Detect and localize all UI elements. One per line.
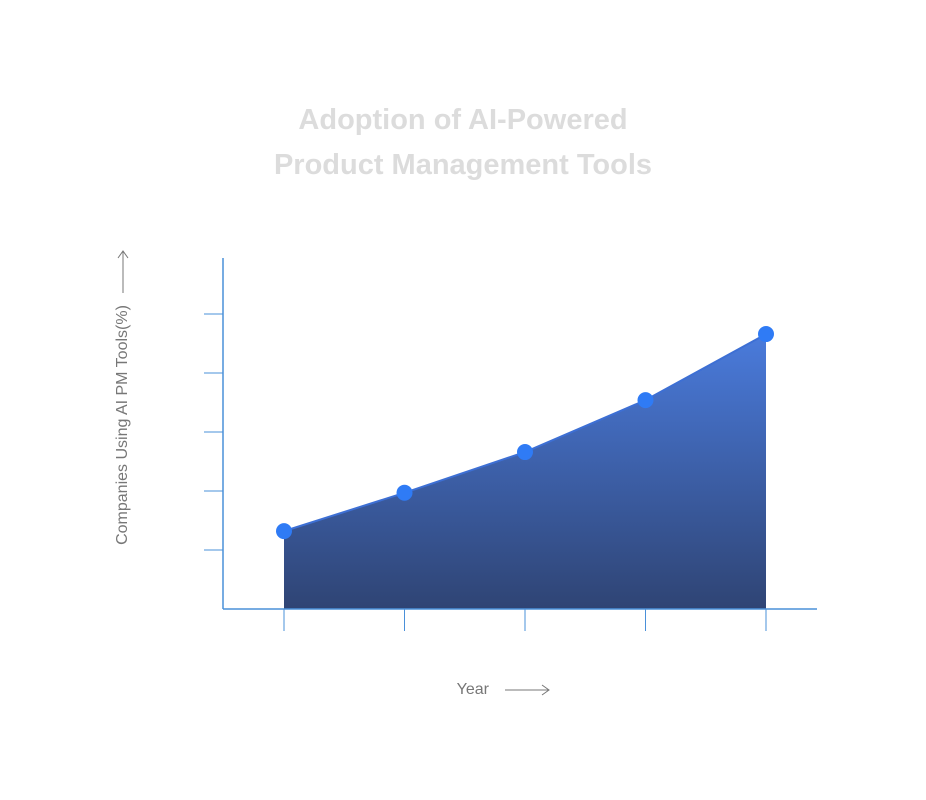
chart-title: Adoption of AI-Powered Product Managemen… <box>273 104 653 181</box>
area <box>284 334 766 609</box>
x-arrow <box>505 684 550 696</box>
point <box>517 444 533 461</box>
point <box>758 326 774 343</box>
point <box>276 523 292 540</box>
point <box>637 392 654 409</box>
point <box>396 484 413 501</box>
x-axis-label: Year <box>457 681 490 698</box>
y-axis-label: Companies Using AI PM Tools(%) <box>114 305 131 545</box>
y-arrow <box>117 250 129 293</box>
